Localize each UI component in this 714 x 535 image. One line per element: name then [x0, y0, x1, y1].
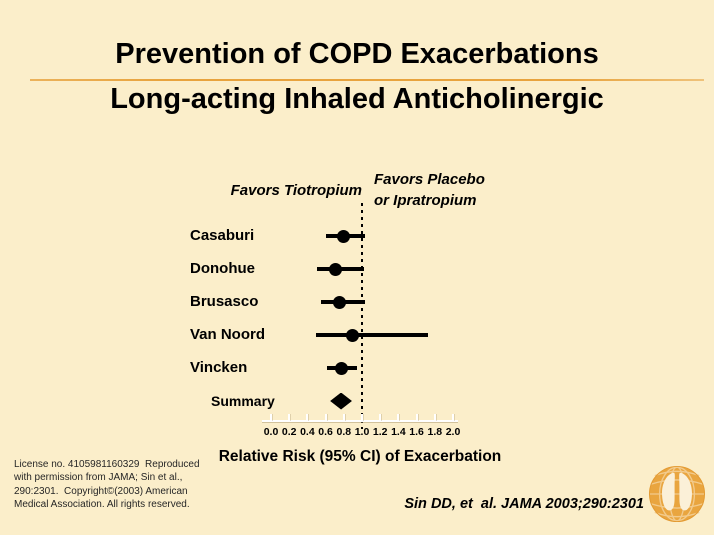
study-label: Van Noord — [190, 326, 266, 343]
rr-marker-circle — [329, 262, 343, 276]
axis-tick-label: 1.0 — [354, 426, 370, 438]
rr-marker-circle — [337, 229, 351, 243]
axis-tick — [433, 414, 436, 421]
axis-tick — [361, 414, 363, 421]
summary-diamond-marker — [330, 392, 352, 410]
axis-tick — [452, 414, 454, 421]
reference-line — [361, 203, 363, 429]
rr-marker-circle — [334, 361, 348, 375]
study-label: Vincken — [190, 359, 248, 376]
axis-tick — [342, 414, 345, 421]
axis-tick-label: 0.6 — [318, 426, 333, 438]
page-title-line1: Prevention of COPD Exacerbations — [115, 38, 599, 70]
axis-tick — [306, 414, 309, 421]
globe-lungs-logo-icon — [648, 465, 706, 523]
axis-tick-label: 0.2 — [281, 426, 297, 438]
study-label: Brusasco — [190, 293, 259, 310]
study-label: Summary — [211, 393, 275, 409]
axis-tick — [270, 414, 272, 421]
citation-text: Sin DD, et al. JAMA 2003;290:2301 — [404, 496, 644, 512]
axis-tick-label: 1.8 — [427, 426, 443, 438]
axis-tick-label: 1.2 — [372, 426, 388, 438]
axis-tick — [415, 414, 418, 421]
page-title-line2: Long-acting Inhaled Anticholinergic — [110, 83, 604, 115]
axis-tick-label: 1.4 — [391, 426, 406, 438]
study-label: Donohue — [190, 260, 255, 277]
license-text: License no. 4105981160329 Reproduced wit… — [14, 459, 200, 511]
axis-tick — [324, 414, 327, 421]
axis-tick-label: 0.4 — [300, 426, 315, 438]
study-label: Casaburi — [190, 227, 255, 244]
axis-tick-label: 0.8 — [336, 426, 352, 438]
x-axis-title: Relative Risk (95% CI) of Exacerbation — [218, 448, 502, 465]
axis-tick — [379, 414, 382, 421]
title-divider — [30, 79, 704, 81]
favors-left-label: Favors Tiotropium — [230, 182, 362, 199]
ci-line — [315, 333, 429, 337]
favors-right-label: Favors Placebo or Ipratropium — [374, 171, 485, 209]
axis-tick — [397, 414, 400, 421]
rr-marker-circle — [346, 328, 360, 342]
axis-tick-label: 0.0 — [263, 426, 279, 438]
axis-tick — [288, 414, 291, 421]
x-axis-line — [262, 420, 458, 422]
axis-tick-label: 2.0 — [445, 426, 461, 438]
axis-tick-label: 1.6 — [409, 426, 424, 438]
rr-marker-circle — [332, 295, 346, 309]
